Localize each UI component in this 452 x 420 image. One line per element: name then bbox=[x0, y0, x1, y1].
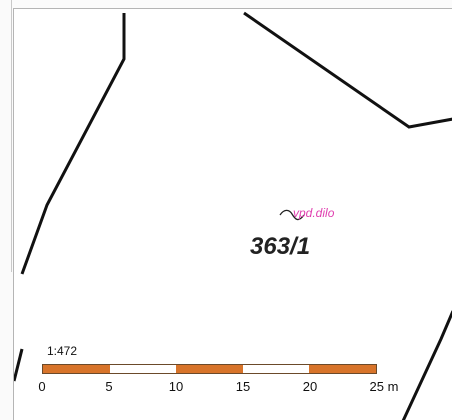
parcel-boundary-top-right bbox=[243, 11, 452, 129]
scale-bar bbox=[42, 364, 377, 374]
scale-segment bbox=[109, 365, 177, 373]
scale-tick-label: 10 bbox=[168, 379, 184, 394]
scale-tick-label: 5 bbox=[105, 379, 113, 394]
scale-ratio: 1:472 bbox=[47, 344, 78, 358]
side-panel-divider bbox=[0, 0, 12, 272]
parcel-boundary-bottom-left bbox=[14, 348, 24, 382]
scale-tick-label: 15 bbox=[235, 379, 251, 394]
map-canvas[interactable]: vpd.dilo 363/1 1:472 0 5 10 15 20 25 m bbox=[13, 8, 452, 420]
scale-segment bbox=[242, 365, 310, 373]
parcel-boundary-bottom-right bbox=[401, 310, 452, 420]
side-panel-strip bbox=[0, 0, 12, 420]
scale-tick-label: 20 bbox=[302, 379, 318, 394]
annotation-squiggle bbox=[279, 209, 305, 221]
scale-segment bbox=[43, 365, 110, 373]
annotation-label: vpd.dilo bbox=[293, 206, 335, 220]
parcel-boundary-left bbox=[20, 13, 126, 275]
parcel-number-label: 363/1 bbox=[250, 233, 311, 260]
scale-segment bbox=[176, 365, 243, 373]
scale-tick-label: 0 bbox=[38, 379, 46, 394]
parcel-boundaries bbox=[14, 11, 452, 420]
scale-segment bbox=[309, 365, 376, 373]
scale-tick-label: 25 m bbox=[369, 379, 399, 394]
